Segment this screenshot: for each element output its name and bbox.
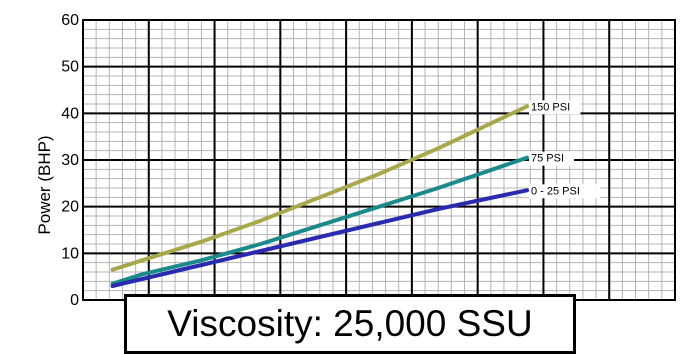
series-label-bg xyxy=(529,100,581,115)
series-label: 150 PSI xyxy=(531,101,570,113)
series-line xyxy=(110,155,529,286)
y-axis-label: Power (BHP) xyxy=(35,135,54,234)
series-label-bg xyxy=(529,151,574,166)
y-tick-label: 30 xyxy=(61,152,79,169)
viscosity-caption: Viscosity: 25,000 SSU xyxy=(167,303,533,344)
chart-grid xyxy=(82,19,676,301)
chart: 0 10 20 30 40 50 60 Power (BHP) 150 PSI 75 PSI 0… xyxy=(35,12,676,309)
series-line xyxy=(110,188,529,288)
y-tick-label: 10 xyxy=(61,245,79,262)
y-tick-label: 0 xyxy=(70,292,79,309)
series-labels: 150 PSI 75 PSI 0 - 25 PSI xyxy=(529,100,600,199)
y-tick-label: 20 xyxy=(61,199,79,216)
y-axis-ticks: 0 10 20 30 40 50 60 xyxy=(61,12,79,309)
series-label: 75 PSI xyxy=(531,153,564,165)
viscosity-caption-box: Viscosity: 25,000 SSU xyxy=(124,294,576,354)
series-line xyxy=(110,104,529,272)
series-label-bg xyxy=(529,184,600,199)
y-tick-label: 40 xyxy=(61,105,79,122)
series-label: 0 - 25 PSI xyxy=(531,185,580,197)
series-lines xyxy=(110,104,529,288)
y-tick-label: 50 xyxy=(61,59,79,76)
y-tick-label: 60 xyxy=(61,12,79,29)
